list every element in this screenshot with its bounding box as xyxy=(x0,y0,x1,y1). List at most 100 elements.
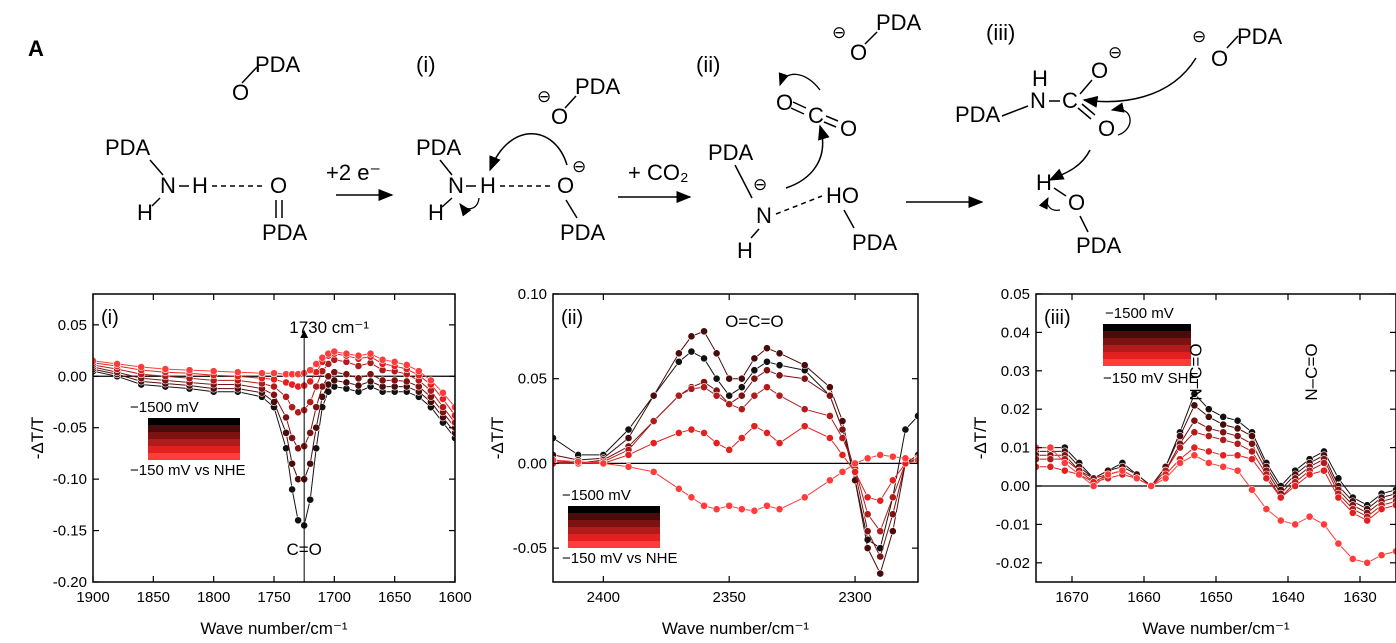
data-point xyxy=(426,376,435,385)
series-2 xyxy=(553,327,918,578)
data-point xyxy=(1190,451,1199,460)
y-tick-label: -0.05 xyxy=(53,420,87,437)
c-label: C xyxy=(1062,88,1078,113)
data-point xyxy=(366,370,375,379)
data-point xyxy=(354,381,363,390)
data-point xyxy=(342,349,351,358)
data-point xyxy=(750,422,759,431)
arrow-up-icon xyxy=(300,330,309,338)
y-tick-label: 0.04 xyxy=(1001,324,1030,341)
data-point xyxy=(366,349,375,358)
o-label: O xyxy=(1211,46,1228,71)
pda-label: PDA xyxy=(876,10,922,35)
data-point xyxy=(1348,508,1357,517)
data-point xyxy=(1262,474,1271,483)
h-label: H xyxy=(737,238,753,263)
data-point xyxy=(113,360,122,368)
y-axis-label: -ΔT/T xyxy=(488,417,507,460)
spectrum-chart-3: 1670 1660 1650 1640 1630 -0.02 -0.01 0.00 0.01 0.… xyxy=(971,286,1396,638)
y-tick-label: -0.10 xyxy=(53,471,87,488)
data-point xyxy=(1176,459,1184,467)
data-point xyxy=(674,357,683,366)
spectrum-chart-1: 1900 1850 1800 1750 1700 1650 1600 -0.20 -0.15 -0… xyxy=(28,293,472,638)
legend-swatch xyxy=(1103,359,1191,366)
data-point xyxy=(712,439,721,447)
electron-arrow-label: +2 e⁻ xyxy=(326,160,381,185)
legend-swatch xyxy=(148,446,240,453)
ho-label: HO xyxy=(826,183,859,208)
data-point xyxy=(863,493,872,502)
data-point xyxy=(737,383,746,392)
legend-swatch xyxy=(1103,352,1191,359)
data-point xyxy=(1348,555,1357,563)
data-point xyxy=(330,347,339,356)
data-point xyxy=(700,354,708,363)
series-5 xyxy=(553,422,918,505)
data-point xyxy=(312,360,321,368)
data-point xyxy=(737,434,746,442)
legend-swatch xyxy=(1103,324,1191,331)
data-point xyxy=(901,454,910,463)
series-line xyxy=(93,368,455,480)
annotation-label: N–C=O xyxy=(1187,343,1206,400)
data-point xyxy=(863,454,872,463)
data-point xyxy=(1176,432,1184,440)
legend-bottom-label: −150 mV SHE xyxy=(1103,370,1198,387)
x-tick-label: 1650 xyxy=(1199,589,1232,606)
data-point xyxy=(825,391,834,400)
data-point xyxy=(1233,416,1242,425)
o-label: O xyxy=(270,173,287,198)
panel-tag: (iii) xyxy=(1044,307,1071,329)
data-point xyxy=(1377,505,1386,513)
data-point xyxy=(725,391,734,400)
data-point xyxy=(1377,551,1386,560)
minus-icon: ⊖ xyxy=(572,157,586,176)
y-tick-label: -0.01 xyxy=(996,516,1030,533)
data-point xyxy=(838,425,847,434)
data-point xyxy=(876,451,885,459)
step-iii-label: (iii) xyxy=(986,20,1015,45)
o-label: O xyxy=(551,104,568,129)
data-point xyxy=(712,349,721,358)
data-point xyxy=(863,527,872,536)
data-point xyxy=(270,369,278,378)
data-point xyxy=(800,374,809,383)
panel-tag: (i) xyxy=(101,307,119,329)
data-point xyxy=(318,353,327,362)
data-point xyxy=(1176,443,1184,452)
pda-label: PDA xyxy=(852,230,898,255)
data-point xyxy=(851,459,859,468)
data-point xyxy=(1305,512,1314,521)
data-point xyxy=(1060,466,1069,475)
y-tick-label: 0.00 xyxy=(518,455,547,472)
data-point xyxy=(800,493,809,502)
legend-swatch xyxy=(1103,338,1191,345)
data-point xyxy=(775,439,784,447)
data-point xyxy=(1219,436,1228,444)
legend-swatch xyxy=(568,541,660,548)
data-point xyxy=(750,374,759,383)
h-label: H xyxy=(480,173,496,198)
data-point xyxy=(888,476,897,485)
data-point xyxy=(674,429,683,437)
data-point xyxy=(1233,424,1242,433)
data-point xyxy=(306,495,315,504)
data-point xyxy=(1046,462,1055,471)
data-point xyxy=(1190,389,1199,398)
data-point xyxy=(624,462,633,471)
data-point xyxy=(330,376,339,385)
data-point xyxy=(838,467,847,476)
x-tick-label: 2400 xyxy=(587,589,620,606)
data-point xyxy=(1204,447,1213,456)
data-point xyxy=(390,376,399,385)
data-point xyxy=(312,382,321,391)
data-point xyxy=(1248,455,1256,464)
data-point xyxy=(282,444,290,453)
data-point xyxy=(737,405,746,414)
legend-swatch xyxy=(568,534,660,541)
series-line xyxy=(93,366,455,449)
x-axis-label: Wave number/cm⁻¹ xyxy=(662,619,810,638)
data-point xyxy=(712,505,721,514)
data-point xyxy=(725,400,734,409)
data-point xyxy=(775,505,784,514)
